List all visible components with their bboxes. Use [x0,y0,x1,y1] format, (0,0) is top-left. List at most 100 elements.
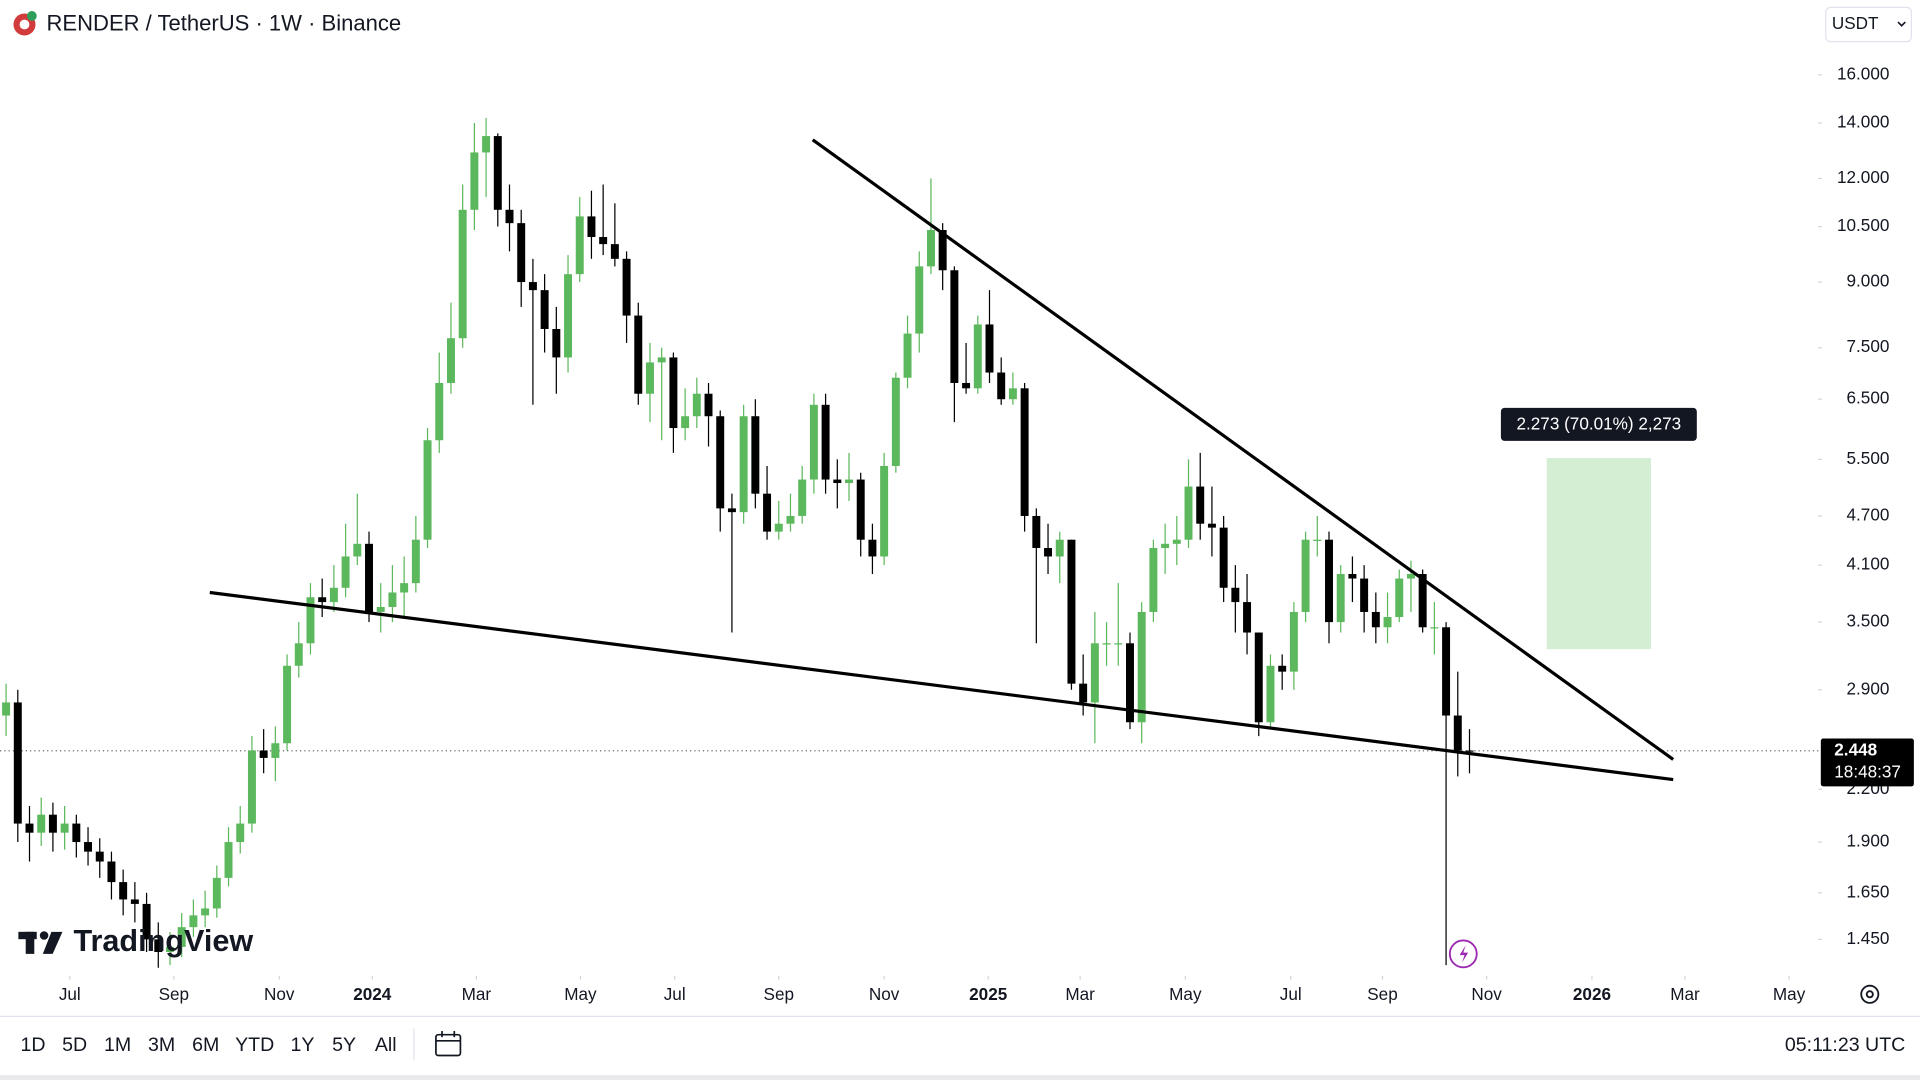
symbol-title: RENDER / TetherUS · 1W · Binance [47,10,402,35]
candle-body [1149,547,1158,612]
candle-body [657,357,666,363]
candle-body [599,236,608,245]
x-tick-label: Sep [764,984,794,1004]
y-tick-label: 6.500 [1847,388,1890,408]
candle-body [493,136,502,210]
candle-body [37,814,46,833]
range-button[interactable]: YTD [235,1034,274,1056]
y-tick-label: 5.500 [1847,448,1890,468]
candle-body [727,508,736,513]
candle-body [435,382,444,441]
candle-body [845,479,853,484]
range-button[interactable]: 1D [21,1034,46,1056]
candle-body [353,543,362,557]
x-tick-label: Jul [664,984,686,1004]
range-button[interactable]: All [375,1034,397,1056]
candle-body [1172,539,1181,544]
y-tick-label: 16.000 [1837,63,1889,83]
candle-body [716,416,725,509]
candle-body [903,333,912,378]
candle-body [751,416,760,494]
candle-body [868,539,877,557]
range-label: 2.273 (70.01%) 2,273 [1516,414,1681,434]
range-button[interactable]: 5D [62,1034,87,1056]
candle-body [1219,527,1228,588]
candle-body [809,404,818,480]
candle-body [1196,486,1205,524]
y-tick-label: 14.000 [1837,112,1889,132]
candle-body [1231,587,1240,603]
range-button[interactable]: 5Y [332,1034,356,1056]
x-tick-label: Sep [1367,984,1397,1004]
candle-body [48,814,57,833]
candle-body [1243,602,1252,633]
currency-button[interactable] [1825,6,1913,43]
candle-body [1114,643,1123,645]
settings-icon[interactable] [1860,984,1880,1004]
range-button[interactable]: 1M [104,1034,131,1056]
candle-body [1406,574,1415,579]
y-tick-label: 4.700 [1847,504,1890,524]
candle-body [739,416,748,513]
y-tick-label: 7.500 [1847,336,1890,356]
y-tick-label: 1.650 [1847,881,1890,901]
range-button[interactable]: 3M [148,1034,175,1056]
candle-body [212,877,221,909]
y-tick-label: 3.500 [1847,611,1890,631]
candle-body [306,597,315,644]
candle-body [962,382,971,389]
candle-body [1325,539,1333,623]
candle-body [72,823,81,843]
range-box [1546,458,1651,650]
candle-body [1371,611,1380,628]
candle-body [692,393,701,417]
countdown-label: 18:48:37 [1834,761,1901,781]
candle-body [283,665,292,744]
x-tick-label: 2024 [353,984,392,1004]
candle-body [1465,750,1474,752]
trendline [811,138,1675,761]
candle-body [130,899,139,904]
date-range-icon[interactable] [435,1031,462,1057]
candle-body [1430,627,1439,629]
watermark: TradingView [73,924,253,958]
candle-body [423,440,432,540]
y-tick-label: 12.000 [1837,167,1889,187]
y-tick-label: 10.500 [1837,215,1889,235]
candle-body [1301,539,1310,612]
plot-area: 16.000 14.000 12.000 10.500 9.000 7.500 6.500 5… [0,63,1914,1004]
symbol-logo [13,11,37,36]
candle-body [1161,543,1170,548]
event-icon[interactable] [1448,939,1478,969]
candle-body [610,244,619,259]
candle-body [505,209,514,224]
range-button[interactable]: 1Y [290,1034,314,1056]
dropdown-caret[interactable] [1897,21,1906,27]
x-tick-label: Jul [1280,984,1302,1004]
candle-body [259,750,268,758]
candle-body [517,223,526,283]
candle-body [1453,715,1462,751]
candle-body [294,643,303,666]
candle-body [25,823,34,833]
candle-body [880,465,889,557]
candle-body [341,556,350,588]
candle-body [1090,643,1099,703]
candle-body [950,270,959,383]
candle-body [1313,539,1322,541]
candle-body [2,702,11,716]
range-button[interactable]: 6M [192,1034,219,1056]
candle-body [411,539,420,584]
x-tick-label: Nov [1471,984,1502,1004]
candle-body [821,404,830,480]
candle-body [552,328,561,358]
candle-body [107,861,116,883]
x-tick-label: 2026 [1573,984,1611,1004]
currency-label[interactable]: USDT [1832,13,1879,33]
candle-body [669,357,678,429]
candle-body [1383,616,1392,628]
candle-body [1067,539,1076,684]
candle-body [1137,611,1146,723]
candle-body [224,842,233,878]
candle-body [166,946,174,952]
